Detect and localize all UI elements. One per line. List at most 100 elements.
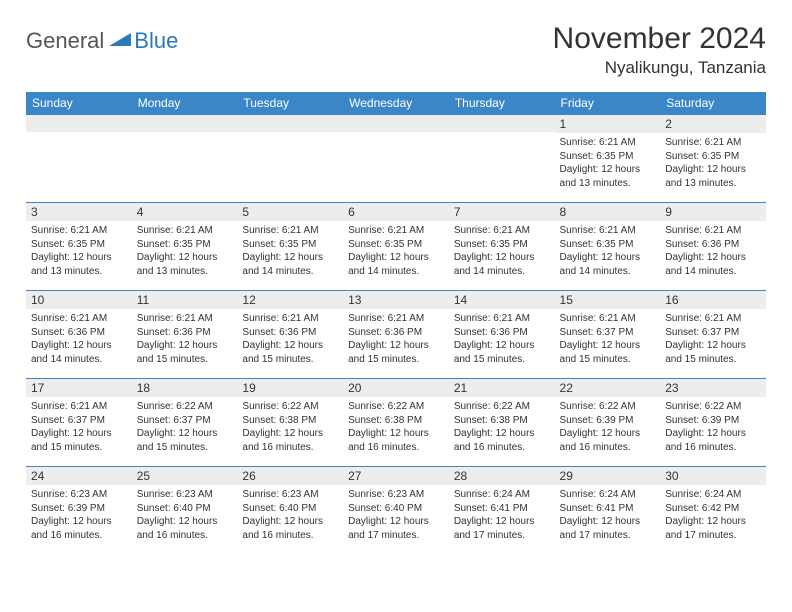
day-number: 16 xyxy=(660,291,766,309)
day-details: Sunrise: 6:21 AMSunset: 6:35 PMDaylight:… xyxy=(237,221,343,282)
sunset-text: Sunset: 6:39 PM xyxy=(560,414,656,428)
sunrise-text: Sunrise: 6:21 AM xyxy=(454,312,550,326)
daylight-text: Daylight: 12 hours and 15 minutes. xyxy=(454,339,550,366)
day-details: Sunrise: 6:21 AMSunset: 6:35 PMDaylight:… xyxy=(555,133,661,194)
daylight-text: Daylight: 12 hours and 16 minutes. xyxy=(31,515,127,542)
day-cell: 16Sunrise: 6:21 AMSunset: 6:37 PMDayligh… xyxy=(660,291,766,379)
daylight-text: Daylight: 12 hours and 13 minutes. xyxy=(560,163,656,190)
sunrise-text: Sunrise: 6:22 AM xyxy=(454,400,550,414)
daylight-text: Daylight: 12 hours and 14 minutes. xyxy=(560,251,656,278)
sunrise-text: Sunrise: 6:22 AM xyxy=(665,400,761,414)
sunrise-text: Sunrise: 6:21 AM xyxy=(560,224,656,238)
day-cell: 30Sunrise: 6:24 AMSunset: 6:42 PMDayligh… xyxy=(660,467,766,555)
day-details: Sunrise: 6:23 AMSunset: 6:40 PMDaylight:… xyxy=(132,485,238,546)
day-cell xyxy=(26,115,132,203)
sunrise-text: Sunrise: 6:22 AM xyxy=(137,400,233,414)
calendar-body: 1Sunrise: 6:21 AMSunset: 6:35 PMDaylight… xyxy=(26,115,766,555)
brand-blue: Blue xyxy=(134,28,178,54)
daylight-text: Daylight: 12 hours and 17 minutes. xyxy=(454,515,550,542)
sunset-text: Sunset: 6:36 PM xyxy=(31,326,127,340)
day-number: 25 xyxy=(132,467,238,485)
day-cell: 19Sunrise: 6:22 AMSunset: 6:38 PMDayligh… xyxy=(237,379,343,467)
day-cell: 29Sunrise: 6:24 AMSunset: 6:41 PMDayligh… xyxy=(555,467,661,555)
day-cell xyxy=(449,115,555,203)
day-number: 24 xyxy=(26,467,132,485)
day-number: 2 xyxy=(660,115,766,133)
header: General Blue November 2024 Nyalikungu, T… xyxy=(26,22,766,78)
day-cell: 1Sunrise: 6:21 AMSunset: 6:35 PMDaylight… xyxy=(555,115,661,203)
day-cell xyxy=(132,115,238,203)
day-number: 12 xyxy=(237,291,343,309)
day-cell: 28Sunrise: 6:24 AMSunset: 6:41 PMDayligh… xyxy=(449,467,555,555)
day-details: Sunrise: 6:21 AMSunset: 6:35 PMDaylight:… xyxy=(26,221,132,282)
sunset-text: Sunset: 6:39 PM xyxy=(31,502,127,516)
sunset-text: Sunset: 6:35 PM xyxy=(242,238,338,252)
sunset-text: Sunset: 6:37 PM xyxy=(560,326,656,340)
col-monday: Monday xyxy=(132,92,238,115)
daylight-text: Daylight: 12 hours and 14 minutes. xyxy=(454,251,550,278)
title-block: November 2024 Nyalikungu, Tanzania xyxy=(553,22,766,78)
sunrise-text: Sunrise: 6:21 AM xyxy=(560,312,656,326)
day-details: Sunrise: 6:21 AMSunset: 6:35 PMDaylight:… xyxy=(449,221,555,282)
sunrise-text: Sunrise: 6:21 AM xyxy=(242,312,338,326)
sunset-text: Sunset: 6:38 PM xyxy=(348,414,444,428)
sunset-text: Sunset: 6:36 PM xyxy=(137,326,233,340)
day-number: 19 xyxy=(237,379,343,397)
daylight-text: Daylight: 12 hours and 15 minutes. xyxy=(560,339,656,366)
col-saturday: Saturday xyxy=(660,92,766,115)
sunrise-text: Sunrise: 6:21 AM xyxy=(454,224,550,238)
day-cell xyxy=(343,115,449,203)
location: Nyalikungu, Tanzania xyxy=(553,58,766,78)
daylight-text: Daylight: 12 hours and 17 minutes. xyxy=(560,515,656,542)
day-number: 10 xyxy=(26,291,132,309)
day-cell: 3Sunrise: 6:21 AMSunset: 6:35 PMDaylight… xyxy=(26,203,132,291)
day-details: Sunrise: 6:21 AMSunset: 6:36 PMDaylight:… xyxy=(237,309,343,370)
day-cell: 11 Sunrise: 6:21 AMSunset: 6:36 PMDayligh… xyxy=(132,291,238,379)
day-cell: 6Sunrise: 6:21 AMSunset: 6:35 PMDaylight… xyxy=(343,203,449,291)
day-number: 7 xyxy=(449,203,555,221)
day-number xyxy=(449,115,555,132)
week-row: 3Sunrise: 6:21 AMSunset: 6:35 PMDaylight… xyxy=(26,203,766,291)
daylight-text: Daylight: 12 hours and 15 minutes. xyxy=(137,339,233,366)
sunrise-text: Sunrise: 6:22 AM xyxy=(560,400,656,414)
daylight-text: Daylight: 12 hours and 14 minutes. xyxy=(348,251,444,278)
sunset-text: Sunset: 6:40 PM xyxy=(242,502,338,516)
sunrise-text: Sunrise: 6:21 AM xyxy=(137,312,233,326)
day-cell: 24Sunrise: 6:23 AMSunset: 6:39 PMDayligh… xyxy=(26,467,132,555)
sunset-text: Sunset: 6:38 PM xyxy=(242,414,338,428)
day-number: 14 xyxy=(449,291,555,309)
daylight-text: Daylight: 12 hours and 16 minutes. xyxy=(454,427,550,454)
sunrise-text: Sunrise: 6:21 AM xyxy=(348,224,444,238)
day-number: 23 xyxy=(660,379,766,397)
day-cell: 9Sunrise: 6:21 AMSunset: 6:36 PMDaylight… xyxy=(660,203,766,291)
month-title: November 2024 xyxy=(553,22,766,56)
day-details: Sunrise: 6:22 AMSunset: 6:38 PMDaylight:… xyxy=(449,397,555,458)
day-details: Sunrise: 6:21 AMSunset: 6:35 PMDaylight:… xyxy=(132,221,238,282)
day-cell: 7Sunrise: 6:21 AMSunset: 6:35 PMDaylight… xyxy=(449,203,555,291)
daylight-text: Daylight: 12 hours and 16 minutes. xyxy=(560,427,656,454)
day-number: 27 xyxy=(343,467,449,485)
day-number: 22 xyxy=(555,379,661,397)
day-cell: 26Sunrise: 6:23 AMSunset: 6:40 PMDayligh… xyxy=(237,467,343,555)
day-details: Sunrise: 6:21 AMSunset: 6:35 PMDaylight:… xyxy=(555,221,661,282)
daylight-text: Daylight: 12 hours and 16 minutes. xyxy=(242,515,338,542)
sunset-text: Sunset: 6:41 PM xyxy=(454,502,550,516)
day-number: 11 xyxy=(132,291,238,309)
day-number: 17 xyxy=(26,379,132,397)
day-number: 21 xyxy=(449,379,555,397)
sunrise-text: Sunrise: 6:21 AM xyxy=(31,312,127,326)
sunrise-text: Sunrise: 6:23 AM xyxy=(242,488,338,502)
day-cell: 13Sunrise: 6:21 AMSunset: 6:36 PMDayligh… xyxy=(343,291,449,379)
daylight-text: Daylight: 12 hours and 16 minutes. xyxy=(137,515,233,542)
daylight-text: Daylight: 12 hours and 16 minutes. xyxy=(242,427,338,454)
sunset-text: Sunset: 6:35 PM xyxy=(560,150,656,164)
calendar-table: Sunday Monday Tuesday Wednesday Thursday… xyxy=(26,92,766,555)
sunrise-text: Sunrise: 6:24 AM xyxy=(560,488,656,502)
daylight-text: Daylight: 12 hours and 15 minutes. xyxy=(137,427,233,454)
day-cell: 20Sunrise: 6:22 AMSunset: 6:38 PMDayligh… xyxy=(343,379,449,467)
sunset-text: Sunset: 6:36 PM xyxy=(665,238,761,252)
brand-logo: General Blue xyxy=(26,28,178,54)
day-details: Sunrise: 6:21 AMSunset: 6:36 PMDaylight:… xyxy=(449,309,555,370)
day-number xyxy=(132,115,238,132)
sunrise-text: Sunrise: 6:21 AM xyxy=(31,400,127,414)
